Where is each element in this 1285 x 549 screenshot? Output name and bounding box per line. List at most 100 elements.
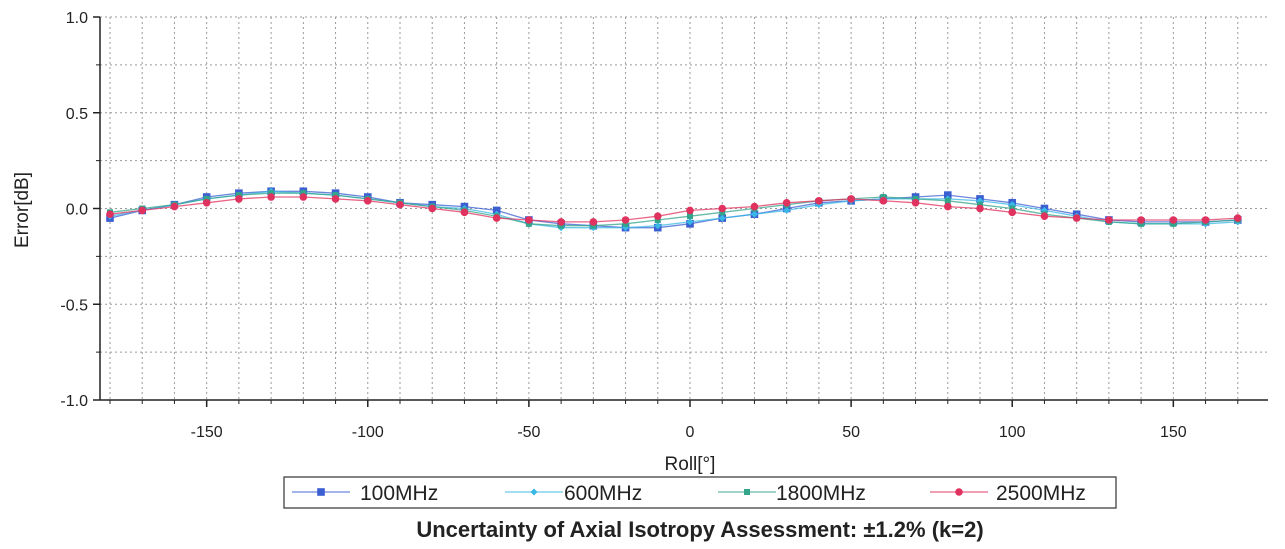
data-point-2500MHz (557, 218, 565, 226)
y-tick-label: 1.0 (66, 10, 88, 27)
series-600MHz (106, 187, 1242, 232)
legend-label: 2500MHz (996, 482, 1086, 505)
x-tick-label: -50 (517, 424, 540, 441)
x-tick-label: 100 (999, 424, 1026, 441)
legend-item-1800MHz: 1800MHz (718, 482, 866, 505)
data-point-1800MHz (525, 220, 532, 227)
data-point-2500MHz (589, 218, 598, 226)
data-point-2500MHz (1105, 216, 1113, 224)
tick-labels: -1.0 -0.5 0.0 0.5 1.0 -150 -100 -50 0 50 100 150 (60, 10, 1186, 441)
data-point-2500MHz (815, 197, 823, 205)
data-point-2500MHz (138, 206, 147, 215)
data-point-2500MHz (621, 216, 630, 224)
data-point-2500MHz (267, 193, 275, 201)
data-point-1800MHz (558, 222, 565, 229)
legend-swatch-marker (530, 488, 538, 496)
data-point-2500MHz (1233, 214, 1242, 222)
series-100MHz (106, 187, 1242, 232)
data-point-1800MHz (1009, 205, 1016, 212)
data-point-1800MHz (300, 190, 307, 197)
data-point-2500MHz (299, 193, 308, 201)
data-point-2500MHz (782, 198, 791, 207)
data-point-1800MHz (687, 213, 693, 220)
series-line-1800MHz (109, 192, 1238, 227)
data-point-600MHz (783, 206, 791, 214)
y-tick-label: 0.5 (66, 106, 88, 123)
data-point-2500MHz (202, 198, 211, 207)
y-tick-label: 0.0 (66, 202, 88, 219)
y-tick-label: -1.0 (60, 393, 88, 410)
grid (100, 16, 1268, 401)
series-layer (106, 187, 1242, 232)
data-point-2500MHz (460, 208, 469, 217)
chart-caption: Uncertainty of Axial Isotropy Assessment… (416, 517, 983, 542)
x-axis-title: Roll[°] (665, 454, 716, 475)
data-point-2500MHz (170, 202, 179, 211)
data-point-2500MHz (1008, 208, 1017, 217)
data-point-600MHz (686, 218, 694, 226)
data-point-2500MHz (943, 202, 952, 211)
data-point-100MHz (943, 191, 952, 199)
data-point-1800MHz (719, 209, 726, 216)
data-point-2500MHz (235, 195, 243, 203)
data-point-600MHz (654, 222, 662, 230)
data-point-1800MHz (944, 197, 951, 204)
data-point-2500MHz (1169, 216, 1178, 224)
data-point-2500MHz (331, 195, 340, 203)
data-point-1800MHz (1138, 220, 1145, 227)
legend-swatch-marker (317, 488, 325, 496)
data-point-1800MHz (590, 222, 597, 229)
data-point-2500MHz (492, 214, 501, 222)
data-point-2500MHz (396, 200, 404, 209)
legend-label: 1800MHz (776, 482, 866, 505)
data-point-2500MHz (1040, 212, 1049, 220)
legend-swatch-marker (955, 488, 963, 496)
legend-item-2500MHz: 2500MHz (930, 482, 1086, 505)
data-point-2500MHz (106, 210, 114, 219)
data-point-2500MHz (653, 212, 662, 220)
data-point-1800MHz (977, 201, 983, 208)
x-tick-label: -100 (352, 424, 384, 441)
data-point-2500MHz (718, 204, 727, 213)
data-point-2500MHz (363, 197, 372, 205)
data-point-2500MHz (686, 206, 694, 215)
data-point-100MHz (492, 206, 501, 215)
data-point-1800MHz (622, 220, 629, 227)
data-point-2500MHz (1137, 216, 1145, 224)
data-point-1800MHz (203, 195, 210, 202)
series-1800MHz (107, 190, 1241, 229)
data-point-2500MHz (1072, 214, 1081, 222)
data-point-600MHz (750, 210, 758, 218)
data-point-2500MHz (847, 195, 855, 203)
data-point-2500MHz (750, 202, 759, 211)
data-point-1800MHz (332, 192, 339, 199)
axes (93, 16, 1268, 407)
legend-item-600MHz: 600MHz (505, 482, 642, 505)
x-tick-label: 50 (842, 424, 860, 441)
data-point-1800MHz (1170, 220, 1177, 227)
data-point-2500MHz (525, 216, 533, 224)
x-tick-label: -150 (191, 424, 223, 441)
legend-label: 600MHz (564, 482, 642, 505)
data-point-2500MHz (1201, 216, 1210, 224)
y-axis-title: Error[dB] (12, 172, 33, 248)
x-tick-label: 150 (1160, 424, 1187, 441)
series-line-100MHz (109, 190, 1238, 229)
data-point-1800MHz (912, 195, 919, 202)
data-point-600MHz (718, 214, 726, 222)
data-point-2500MHz (879, 197, 888, 205)
data-point-1800MHz (654, 216, 661, 223)
data-point-2500MHz (911, 198, 920, 207)
legend-label: 100MHz (360, 482, 438, 505)
data-point-1800MHz (268, 190, 275, 197)
series-line-2500MHz (109, 196, 1238, 223)
legend-item-100MHz: 100MHz (292, 482, 438, 505)
y-tick-label: -0.5 (60, 297, 88, 314)
x-tick-label: 0 (686, 424, 695, 441)
legend: 100MHz 600MHz 1800MHz 2500MHz (283, 476, 1117, 509)
data-point-2500MHz (428, 204, 437, 213)
data-point-2500MHz (976, 204, 984, 213)
legend-swatch-marker (744, 489, 750, 495)
